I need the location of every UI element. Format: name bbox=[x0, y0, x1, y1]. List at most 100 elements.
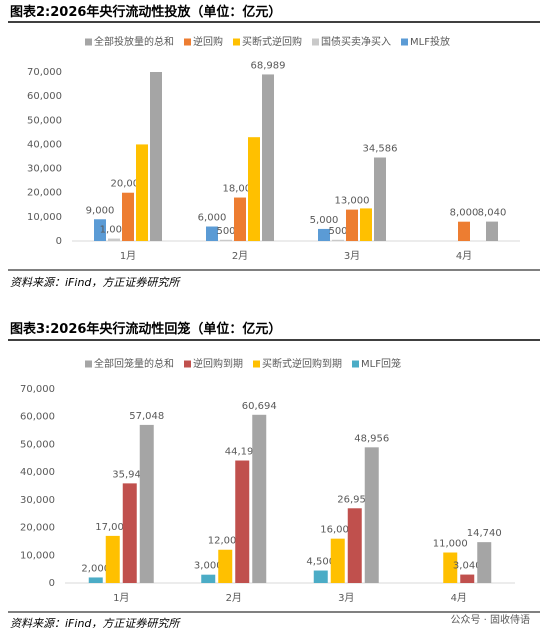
value-label: 57,048 bbox=[129, 411, 164, 422]
bar bbox=[201, 574, 216, 583]
x-tick-label: 1月 bbox=[113, 592, 129, 604]
value-label: 8,040 bbox=[478, 208, 507, 219]
value-label: 20,000 bbox=[111, 179, 146, 190]
bar bbox=[460, 574, 475, 583]
bar bbox=[206, 226, 218, 241]
y-tick-label: 30,000 bbox=[20, 495, 55, 506]
legend-swatch bbox=[85, 360, 92, 368]
bar bbox=[122, 483, 137, 583]
x-tick-label: 1月 bbox=[120, 250, 136, 262]
value-label: 1,000 bbox=[100, 225, 129, 236]
source: 资料来源：iFind，方正证券研究所 bbox=[10, 276, 181, 289]
legend-label: 逆回购 bbox=[193, 35, 223, 48]
bar bbox=[364, 447, 379, 583]
bar bbox=[443, 552, 458, 583]
value-label: 18,000 bbox=[223, 184, 258, 195]
value-label: 13,000 bbox=[335, 196, 370, 207]
legend-label: 全部投放量的总和 bbox=[94, 35, 174, 48]
value-label: 14,740 bbox=[467, 528, 502, 539]
value-label: 60,694 bbox=[242, 401, 277, 412]
legend-swatch bbox=[184, 360, 191, 368]
legend-label: 买断式逆回购到期 bbox=[262, 357, 342, 370]
value-label: 4,500 bbox=[306, 557, 335, 568]
chart-title: 图表3:2026年央行流动性回笼（单位：亿元） bbox=[10, 321, 281, 337]
bar bbox=[318, 228, 330, 241]
y-tick-label: 0 bbox=[56, 236, 62, 247]
x-tick-label: 4月 bbox=[451, 592, 467, 604]
value-label: 48,956 bbox=[354, 433, 389, 444]
y-tick-label: 60,000 bbox=[20, 412, 55, 423]
y-tick-label: 20,000 bbox=[27, 188, 62, 199]
bar bbox=[346, 209, 358, 241]
y-tick-label: 30,000 bbox=[27, 164, 62, 175]
value-label: 68,989 bbox=[251, 60, 286, 71]
bar bbox=[105, 535, 120, 583]
bar bbox=[248, 137, 260, 241]
x-tick-label: 3月 bbox=[344, 250, 360, 262]
bar bbox=[234, 197, 246, 241]
y-tick-label: 70,000 bbox=[27, 67, 62, 78]
legend-label: MLF投放 bbox=[410, 35, 450, 48]
bar bbox=[458, 221, 470, 241]
bar bbox=[136, 144, 148, 241]
legend-swatch bbox=[253, 360, 260, 368]
legend-swatch bbox=[312, 38, 319, 46]
legend-swatch bbox=[401, 38, 408, 46]
legend-label: 全部回笼量的总和 bbox=[94, 357, 174, 370]
bar bbox=[347, 508, 362, 583]
bar bbox=[374, 157, 386, 241]
legend-swatch bbox=[233, 38, 240, 46]
y-tick-label: 40,000 bbox=[27, 139, 62, 150]
bar bbox=[150, 72, 162, 241]
x-tick-label: 4月 bbox=[456, 250, 472, 262]
bar bbox=[220, 239, 232, 241]
y-tick-label: 10,000 bbox=[20, 550, 55, 561]
y-tick-label: 40,000 bbox=[20, 467, 55, 478]
x-tick-label: 3月 bbox=[338, 592, 354, 604]
value-label: 9,000 bbox=[86, 205, 115, 216]
y-tick-label: 60,000 bbox=[27, 91, 62, 102]
legend-label: MLF回笼 bbox=[361, 357, 401, 370]
value-label: 8,000 bbox=[450, 208, 479, 219]
value-label: 26,956 bbox=[337, 494, 372, 505]
source: 资料来源：iFind，方正证券研究所 bbox=[10, 617, 181, 630]
value-label: 5,000 bbox=[310, 215, 339, 226]
legend-swatch bbox=[184, 38, 191, 46]
value-label: 35,948 bbox=[112, 469, 147, 480]
y-tick-label: 50,000 bbox=[20, 439, 55, 450]
value-label: 3,040 bbox=[453, 561, 482, 572]
value-label: 11,000 bbox=[433, 539, 468, 550]
y-tick-label: 70,000 bbox=[20, 384, 55, 395]
legend-swatch bbox=[85, 38, 92, 46]
value-label: 34,586 bbox=[363, 143, 398, 154]
bar bbox=[252, 414, 267, 583]
legend-swatch bbox=[352, 360, 359, 368]
y-tick-label: 0 bbox=[49, 578, 55, 589]
bar bbox=[486, 221, 498, 241]
bar bbox=[477, 542, 492, 583]
bar bbox=[218, 549, 233, 583]
bar bbox=[108, 238, 120, 241]
value-label: 16,000 bbox=[320, 525, 355, 536]
y-tick-label: 10,000 bbox=[27, 212, 62, 223]
bar bbox=[235, 460, 250, 583]
bar bbox=[332, 239, 344, 241]
value-label: 12,000 bbox=[208, 536, 243, 547]
value-label: 6,000 bbox=[198, 213, 227, 224]
bar bbox=[330, 538, 345, 583]
bar bbox=[122, 192, 134, 241]
value-label: 500 bbox=[328, 226, 347, 237]
value-label: 2,000 bbox=[81, 563, 110, 574]
legend-label: 逆回购到期 bbox=[193, 357, 243, 370]
legend-label: 买断式逆回购 bbox=[242, 35, 302, 48]
bar bbox=[313, 570, 328, 583]
bar bbox=[88, 577, 103, 583]
bar bbox=[139, 424, 154, 583]
y-tick-label: 50,000 bbox=[27, 115, 62, 126]
value-label: 500 bbox=[216, 226, 235, 237]
y-tick-label: 20,000 bbox=[20, 523, 55, 534]
legend-label: 国债买卖净买入 bbox=[321, 35, 391, 48]
x-tick-label: 2月 bbox=[232, 250, 248, 262]
value-label: 17,000 bbox=[95, 522, 130, 533]
